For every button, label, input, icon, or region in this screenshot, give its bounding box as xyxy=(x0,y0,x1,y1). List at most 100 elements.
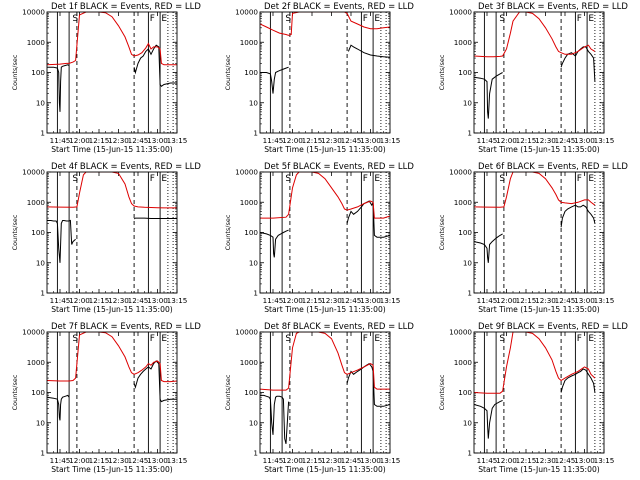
lld-series-line xyxy=(47,12,177,66)
x-tick-label: 12:30 xyxy=(535,136,556,145)
y-tick-label: 1 xyxy=(467,289,472,298)
plot-frame xyxy=(473,171,605,294)
y-axis-label: Counts/sec xyxy=(224,214,232,250)
x-tick-label: 12:30 xyxy=(535,296,556,305)
x-tick-label: 13:00 xyxy=(574,456,595,465)
x-tick-label: 12:15 xyxy=(89,136,110,145)
x-tick-label: 13:15 xyxy=(594,456,615,465)
y-tick-label: 10000 xyxy=(22,328,45,337)
plot-frame xyxy=(46,11,178,134)
y-tick-label: 100 xyxy=(31,228,45,237)
chart-panel-3: Det 3f BLACK = Events, RED = LLD 1 10 100 10… xyxy=(438,2,628,154)
y-axis-label: Counts/sec xyxy=(438,374,446,410)
y-tick-label: 1000 xyxy=(240,358,259,367)
y-axis-label: Counts/sec xyxy=(11,54,19,90)
plot-frame xyxy=(473,331,605,454)
y-tick-label: 100 xyxy=(31,388,45,397)
x-tick-label: 12:00 xyxy=(282,136,303,145)
panel-lines xyxy=(269,172,387,293)
x-tick-label: 12:15 xyxy=(516,296,537,305)
x-tick-label: 12:45 xyxy=(555,136,576,145)
flare-marker-S: S xyxy=(72,174,78,184)
x-tick-label: 12:00 xyxy=(496,136,517,145)
y-tick-label: 10 xyxy=(463,418,473,427)
y-tick-label: 10000 xyxy=(235,168,258,177)
y-tick-label: 10 xyxy=(463,258,473,267)
y-tick-label: 10000 xyxy=(449,328,472,337)
y-tick-label: 10 xyxy=(36,418,46,427)
y-tick-label: 10000 xyxy=(235,8,258,17)
y-tick-label: 1000 xyxy=(454,358,473,367)
x-tick-label: 11:45 xyxy=(477,136,498,145)
chart-panel-6: Det 6f BLACK = Events, RED = LLD 1 10 100 10… xyxy=(438,162,628,314)
chart-title: Det 1f BLACK = Events, RED = LLD xyxy=(51,2,201,12)
flare-marker-S: S xyxy=(499,174,505,184)
y-axis-label: Counts/sec xyxy=(11,374,19,410)
y-tick-label: 10000 xyxy=(22,8,45,17)
x-tick-label: 11:45 xyxy=(50,296,71,305)
x-tick-label: 12:30 xyxy=(108,456,129,465)
x-tick-label: 13:00 xyxy=(360,136,381,145)
y-tick-label: 1000 xyxy=(454,198,473,207)
x-tick-label: 12:30 xyxy=(321,456,342,465)
events-series-line xyxy=(474,204,596,263)
y-tick-label: 10 xyxy=(249,98,259,107)
x-tick-label: 12:00 xyxy=(282,456,303,465)
x-tick-label: 13:00 xyxy=(574,136,595,145)
y-tick-label: 100 xyxy=(458,388,472,397)
lld-series-line xyxy=(474,172,596,208)
flare-marker-F: F xyxy=(577,334,582,344)
x-tick-label: 13:00 xyxy=(574,296,595,305)
y-tick-label: 100 xyxy=(458,68,472,77)
events-series-line xyxy=(260,200,390,258)
x-tick-label: 11:45 xyxy=(263,136,284,145)
x-tick-label: 12:45 xyxy=(555,456,576,465)
chart-panel-7: Det 7f BLACK = Events, RED = LLD 1 10 100 10… xyxy=(11,322,201,474)
events-series-line xyxy=(260,44,390,94)
flare-marker-S: S xyxy=(285,334,291,344)
lld-series-line xyxy=(260,12,390,36)
y-tick-label: 10000 xyxy=(449,8,472,17)
y-tick-label: 10 xyxy=(249,258,259,267)
x-tick-label: 12:45 xyxy=(128,136,149,145)
y-tick-label: 1000 xyxy=(27,358,46,367)
x-axis-label: Start Time (15-Jun-15 11:35:00) xyxy=(478,145,600,154)
flare-marker-S: S xyxy=(285,14,291,24)
flare-marker-F: F xyxy=(150,174,155,184)
x-tick-label: 11:45 xyxy=(50,136,71,145)
y-tick-label: 10000 xyxy=(22,168,45,177)
plot-frame xyxy=(46,171,178,294)
chart-title: Det 8f BLACK = Events, RED = LLD xyxy=(264,322,414,332)
plot-frame xyxy=(46,331,178,454)
x-tick-label: 12:30 xyxy=(535,456,556,465)
chart-title: Det 5f BLACK = Events, RED = LLD xyxy=(264,162,414,172)
chart-title: Det 7f BLACK = Events, RED = LLD xyxy=(51,322,201,332)
y-axis-label: Counts/sec xyxy=(224,54,232,90)
x-axis-label: Start Time (15-Jun-15 11:35:00) xyxy=(478,305,600,314)
y-tick-label: 10 xyxy=(463,98,473,107)
flare-marker-E: E xyxy=(588,14,594,24)
flare-marker-F: F xyxy=(363,174,368,184)
chart-title: Det 4f BLACK = Events, RED = LLD xyxy=(51,162,201,172)
x-tick-label: 13:00 xyxy=(360,456,381,465)
chart-title: Det 9f BLACK = Events, RED = LLD xyxy=(478,322,628,332)
x-tick-label: 12:15 xyxy=(302,456,323,465)
events-series-line xyxy=(47,360,177,421)
y-tick-label: 1 xyxy=(253,129,258,138)
y-tick-label: 1000 xyxy=(240,198,259,207)
lld-series-line xyxy=(474,12,596,58)
x-tick-label: 13:00 xyxy=(147,456,168,465)
x-tick-label: 12:15 xyxy=(89,296,110,305)
y-tick-label: 1000 xyxy=(27,38,46,47)
x-tick-label: 11:45 xyxy=(263,296,284,305)
x-tick-label: 13:00 xyxy=(360,296,381,305)
x-tick-label: 12:45 xyxy=(128,456,149,465)
y-tick-label: 1 xyxy=(40,449,45,458)
x-axis-label: Start Time (15-Jun-15 11:35:00) xyxy=(264,305,386,314)
flare-marker-F: F xyxy=(150,14,155,24)
panel-lines xyxy=(56,332,174,453)
y-tick-label: 1 xyxy=(253,289,258,298)
y-tick-label: 1000 xyxy=(240,38,259,47)
x-axis-label: Start Time (15-Jun-15 11:35:00) xyxy=(51,305,173,314)
x-tick-label: 12:15 xyxy=(302,136,323,145)
